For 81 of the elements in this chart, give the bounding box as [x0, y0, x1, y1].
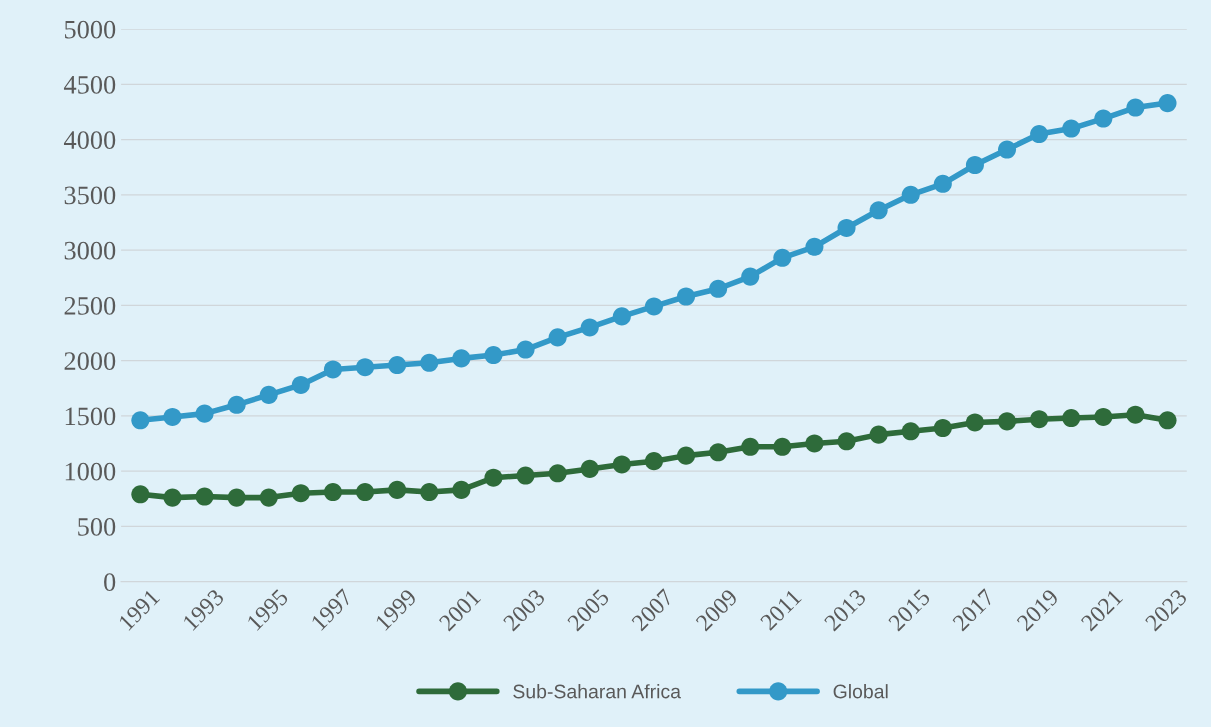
point: [1062, 409, 1081, 428]
point: [805, 237, 824, 256]
point: [1030, 125, 1049, 144]
point: [773, 437, 792, 456]
point: [901, 185, 920, 204]
point: [1126, 405, 1145, 424]
point: [1094, 407, 1113, 426]
x-tick-label: 1991: [118, 588, 161, 631]
point: [837, 218, 856, 238]
point: [388, 480, 407, 499]
point: [869, 425, 888, 444]
point: [548, 464, 567, 483]
point: [644, 297, 663, 316]
point: [644, 452, 663, 471]
point: [709, 443, 728, 462]
point: [452, 349, 471, 368]
point: [741, 267, 760, 286]
point: [227, 395, 246, 414]
point: [869, 201, 888, 220]
y-tick-label: 1500: [65, 407, 116, 426]
point: [195, 487, 214, 506]
point: [933, 418, 952, 438]
point: [163, 407, 182, 426]
point: [323, 360, 342, 379]
point: [227, 488, 246, 507]
point: [580, 318, 599, 337]
y-tick-label: 2500: [64, 296, 116, 315]
y-tick-label: 2000: [64, 352, 116, 371]
point: [516, 340, 535, 359]
point: [580, 459, 599, 478]
point: [998, 140, 1017, 159]
point: [323, 483, 342, 502]
y-tick-label: 3000: [64, 241, 116, 260]
point: [163, 488, 182, 507]
point: [612, 455, 631, 474]
point: [356, 358, 375, 377]
point: [516, 466, 535, 485]
legend-label: Sub-Saharan Africa: [513, 684, 681, 699]
y-tick-label: 1000: [65, 462, 116, 481]
point: [1094, 109, 1113, 128]
point: [259, 488, 278, 507]
point: [965, 413, 984, 432]
point: [484, 468, 503, 487]
y-tick-label: 4000: [63, 131, 116, 149]
point: [998, 412, 1017, 431]
point: [1126, 98, 1145, 117]
point: [901, 422, 920, 441]
point: [452, 480, 471, 499]
y-tick-label: 4500: [63, 75, 116, 94]
point: [677, 446, 696, 465]
point: [131, 411, 150, 430]
point: [420, 483, 439, 502]
point: [933, 174, 952, 193]
legend-label: Global: [833, 684, 888, 699]
y-tick-label: 5000: [64, 20, 116, 39]
point: [356, 483, 375, 502]
x-tick-label: 2011: [759, 588, 802, 631]
point: [805, 434, 824, 453]
point: [131, 485, 150, 504]
point: [291, 484, 310, 503]
point: [291, 375, 310, 394]
point: [677, 287, 696, 306]
point: [1030, 410, 1049, 429]
point: [709, 279, 728, 298]
point: [612, 307, 631, 326]
point: [388, 355, 407, 375]
point: [1158, 94, 1177, 113]
point: [1158, 411, 1177, 430]
point: [741, 437, 760, 456]
point: [965, 155, 984, 175]
point: [1062, 119, 1081, 138]
y-tick-label: 500: [78, 517, 116, 536]
point: [773, 248, 792, 267]
y-tick-label: 3500: [64, 186, 116, 205]
y-tick-label: 0: [104, 573, 116, 592]
point: [837, 432, 856, 451]
point: [420, 353, 439, 372]
point: [548, 328, 567, 347]
point: [195, 404, 214, 423]
point: [484, 346, 503, 365]
point: [259, 385, 278, 404]
